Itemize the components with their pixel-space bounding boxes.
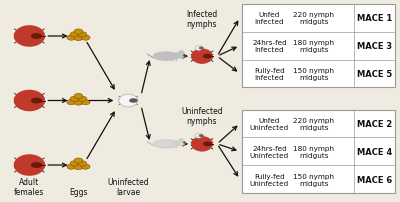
Text: Adult
females: Adult females [14,177,44,196]
Text: Unfed
Uninfected: Unfed Uninfected [250,117,289,131]
Ellipse shape [78,161,87,166]
Ellipse shape [78,33,87,38]
Text: 150 nymph
midguts: 150 nymph midguts [294,173,334,186]
Text: 24hrs-fed
Infected: 24hrs-fed Infected [252,40,287,53]
Ellipse shape [81,36,90,41]
Ellipse shape [204,55,211,59]
Ellipse shape [119,95,138,107]
Ellipse shape [14,155,44,175]
Bar [242,110,395,193]
Ellipse shape [74,94,83,99]
Text: MACE 3: MACE 3 [357,42,392,51]
Ellipse shape [130,99,137,103]
Text: 180 nymph
midguts: 180 nymph midguts [294,145,334,158]
Ellipse shape [70,161,79,166]
Text: 220 nymph
midguts: 220 nymph midguts [294,117,334,131]
Ellipse shape [200,48,203,49]
Ellipse shape [78,97,87,102]
Ellipse shape [179,139,184,142]
Ellipse shape [154,140,179,148]
Ellipse shape [67,164,76,169]
Text: MACE 6: MACE 6 [357,175,392,184]
Ellipse shape [74,165,83,170]
Ellipse shape [179,52,184,55]
Text: Uninfected
larvae: Uninfected larvae [108,177,149,196]
Ellipse shape [67,36,76,41]
Ellipse shape [192,50,212,64]
Ellipse shape [67,100,76,105]
Text: MACE 2: MACE 2 [357,119,392,128]
Ellipse shape [81,100,90,105]
Ellipse shape [204,142,211,146]
Ellipse shape [74,30,83,35]
Ellipse shape [154,53,179,61]
Ellipse shape [74,158,83,163]
Ellipse shape [74,36,83,41]
Text: Unfed
Infected: Unfed Infected [255,12,284,25]
Ellipse shape [32,35,42,39]
Text: MACE 4: MACE 4 [357,147,392,156]
Ellipse shape [192,137,212,151]
Text: 180 nymph
midguts: 180 nymph midguts [294,40,334,53]
Text: 220 nymph
midguts: 220 nymph midguts [294,12,334,25]
Ellipse shape [174,141,185,146]
Ellipse shape [70,97,79,102]
Ellipse shape [200,135,203,137]
Ellipse shape [14,91,44,111]
Text: Uninfected
nymphs: Uninfected nymphs [181,106,223,125]
Ellipse shape [14,27,44,47]
Ellipse shape [74,100,83,106]
Ellipse shape [32,99,42,103]
Ellipse shape [195,133,202,139]
Text: Infected
nymphs: Infected nymphs [186,10,218,29]
Text: Fully-fed
Uninfected: Fully-fed Uninfected [250,173,289,186]
Ellipse shape [174,54,185,59]
Text: 24hrs-fed
Uninfected: 24hrs-fed Uninfected [250,145,289,158]
Ellipse shape [70,33,79,38]
Ellipse shape [81,164,90,169]
Text: 150 nymph
midguts: 150 nymph midguts [294,67,334,81]
Ellipse shape [195,46,202,51]
Text: Eggs: Eggs [69,187,88,196]
Bar [242,5,395,88]
Ellipse shape [32,163,42,167]
Text: MACE 1: MACE 1 [357,14,392,23]
Text: MACE 5: MACE 5 [357,70,392,79]
Text: Fully-fed
Infected: Fully-fed Infected [254,67,285,81]
